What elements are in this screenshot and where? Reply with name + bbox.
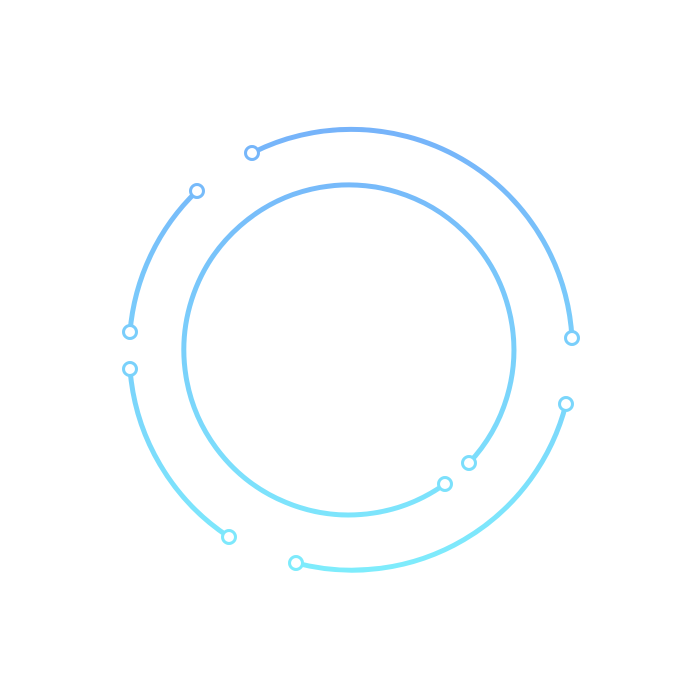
node-dot <box>244 145 260 161</box>
outer-arc-top-left <box>127 188 200 335</box>
outer-arc-bottom-right <box>293 401 569 573</box>
node-dot <box>122 361 138 377</box>
inner-ring <box>181 182 517 518</box>
node-dot <box>189 183 205 199</box>
node-dot <box>221 529 237 545</box>
node-dot <box>437 476 453 492</box>
outer-arc-bottom-left <box>127 366 232 540</box>
node-dot <box>288 555 304 571</box>
node-dot <box>558 396 574 412</box>
node-dot <box>461 455 477 471</box>
node-dot <box>564 330 580 346</box>
outer-arc-top-right <box>249 126 575 341</box>
node-dot <box>122 324 138 340</box>
